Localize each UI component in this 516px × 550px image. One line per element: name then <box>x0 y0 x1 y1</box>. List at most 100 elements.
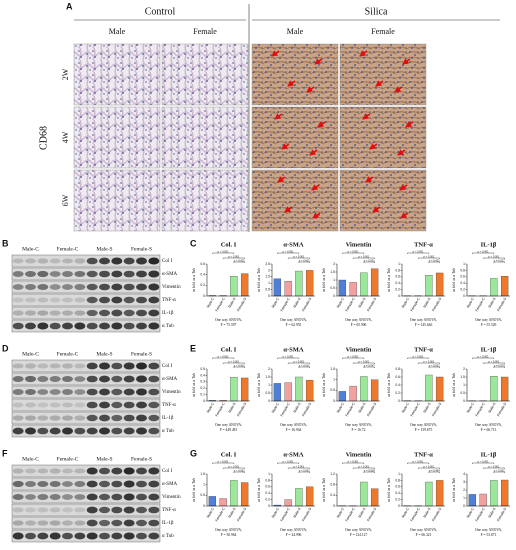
blot-band <box>37 480 49 488</box>
x-tick-label: Female-C <box>215 297 226 313</box>
sig-bracket <box>417 257 440 259</box>
bar <box>425 374 433 402</box>
y-tick-label: 0.8 <box>330 483 335 487</box>
protein-label: Vimentin <box>162 495 181 500</box>
y-tick-label: 0.4 <box>330 493 335 497</box>
y-tick-label: 0.2 <box>200 283 205 287</box>
stats-note: F = 75.597 <box>221 323 237 327</box>
x-tick-label: Female-C <box>475 297 486 313</box>
column-label: Female <box>371 27 395 36</box>
blot-band <box>86 283 98 291</box>
stats-note: F = 124.127 <box>350 533 368 537</box>
x-tick-label: Male-C <box>466 507 475 519</box>
bar <box>490 480 498 507</box>
sig-bracket <box>212 252 235 254</box>
sig-label: p < 0.001 <box>348 354 359 358</box>
y-tick-label: 0.2 <box>395 391 400 395</box>
blot-band <box>136 388 147 396</box>
x-tick-label: Male-S <box>228 506 237 518</box>
blot-band <box>62 322 73 330</box>
blot-band <box>25 322 36 330</box>
blot-band <box>12 322 24 330</box>
sig-label: p < 0.001 <box>234 258 245 262</box>
blot-band <box>62 481 73 487</box>
y-tick-label: 0 <box>203 294 205 298</box>
x-tick-label: Male-S <box>358 401 367 413</box>
sig-bracket <box>212 462 235 464</box>
sig-label: p < 0.001 <box>299 258 310 262</box>
blot-band <box>111 401 123 409</box>
bar <box>479 493 487 507</box>
x-tick-label: Male-C <box>401 297 410 309</box>
y-tick-label: 0.5 <box>265 287 270 291</box>
x-tick-label: Female-C <box>345 402 356 418</box>
blot-band <box>123 388 135 396</box>
y-axis-label: as fold as α Tub <box>322 478 326 502</box>
blot-band <box>123 506 135 514</box>
micrograph <box>339 106 427 169</box>
bar <box>370 379 379 402</box>
sig-label: p < 0.001 <box>488 254 499 258</box>
blot-band <box>123 427 135 435</box>
panel-label: E <box>190 343 196 353</box>
blot-band <box>12 310 24 316</box>
bar <box>305 380 314 402</box>
sig-bracket <box>363 261 375 263</box>
lane-label: Male-S <box>96 456 112 462</box>
sig-label: p = 0.454 <box>429 468 440 472</box>
sig-label: p < 0.001 <box>494 468 505 472</box>
x-tick-label: Female-C <box>410 507 421 523</box>
y-tick-label: 0.2 <box>395 497 400 501</box>
y-tick-label: 0.4 <box>200 373 205 377</box>
y-tick-label: 0.5 <box>460 391 465 395</box>
blot-band <box>12 363 24 369</box>
sig-bracket <box>407 462 430 464</box>
y-tick-label: 0 <box>463 504 465 508</box>
blot-band <box>99 309 110 317</box>
blot-band <box>62 375 73 383</box>
stats-note: One way ANOVA, <box>215 423 242 428</box>
sig-bracket <box>363 471 375 473</box>
sig-label: p < 0.001 <box>234 363 245 367</box>
blot-band <box>123 309 135 317</box>
blot-strip <box>11 359 161 373</box>
blot-band <box>25 375 36 383</box>
blot-band <box>136 493 147 501</box>
blot-band <box>25 270 36 278</box>
sig-label: p < 0.001 <box>429 258 440 262</box>
y-tick-label: 0.8 <box>460 268 465 272</box>
sig-label: p < 0.001 <box>228 464 239 468</box>
x-tick-label: Female-C <box>280 297 291 313</box>
blot-band <box>136 270 147 278</box>
sig-label: p < 0.001 <box>413 354 424 358</box>
stats-note: F = 53.871 <box>481 533 497 537</box>
blot-band <box>37 494 49 500</box>
stats-note: F = 30.964 <box>221 533 237 537</box>
sig-bracket <box>277 252 300 254</box>
x-tick-label: Female-C <box>475 507 486 523</box>
blot-band <box>74 481 86 487</box>
y-tick-label: 2 <box>463 367 465 371</box>
stats-note: F = 16.72 <box>352 428 366 432</box>
blot-band <box>37 520 49 526</box>
x-tick-label: Male-S <box>488 401 497 413</box>
y-axis-label: as fold as α Tub <box>387 478 391 502</box>
blot-band <box>62 532 73 540</box>
sig-label: p < 0.001 <box>348 249 359 253</box>
bar <box>230 276 238 297</box>
bar <box>349 385 357 402</box>
micrograph <box>161 169 249 232</box>
blot-strip <box>11 372 161 386</box>
micrograph <box>339 43 427 106</box>
y-tick-label: 1.5 <box>265 375 270 379</box>
blot-band <box>99 414 110 422</box>
blot-band <box>74 520 86 526</box>
chart-title: Vimentin <box>346 451 372 458</box>
micrograph <box>73 43 161 106</box>
chart-title: Col. I <box>221 346 237 353</box>
blot-band <box>111 375 123 383</box>
y-axis-label: as fold as α Tub <box>192 373 196 397</box>
blot-band <box>37 507 49 513</box>
blot-band <box>25 284 36 290</box>
blot-strip <box>11 293 161 307</box>
